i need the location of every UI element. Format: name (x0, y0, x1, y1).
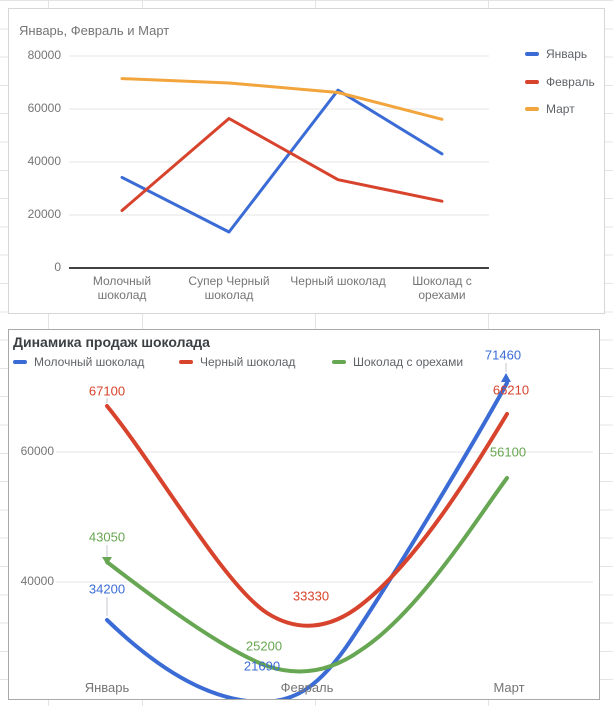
chart1-category-superdark: Супер Черный шоколад (188, 274, 270, 303)
legend-label-march: Март (546, 102, 575, 116)
chart1-category-milk: Молочный шоколад (92, 274, 152, 303)
legend-label-dark: Черный шоколад (200, 355, 296, 369)
legend-swatch-january (525, 52, 539, 56)
datalabel-dark-february: 33330 (292, 588, 330, 604)
datalabel-milk-february: 21690 (243, 658, 281, 674)
series-curve-nuts (105, 476, 509, 674)
legend-item-nuts: Шоколад с орехами (332, 355, 463, 369)
chart2-gridlines (56, 451, 593, 583)
chart1-category-nuts: Шоколад с орехами (412, 274, 472, 303)
datalabel-nuts-january: 43050 (88, 529, 126, 545)
legend-swatch-march (525, 107, 539, 111)
legend-swatch-february (525, 80, 539, 84)
legend-item-february: Февраль (525, 75, 595, 89)
legend-label-february: Февраль (546, 75, 595, 89)
chart2-title: Динамика продаж шоколада (13, 334, 210, 350)
datalabel-dark-january: 67100 (88, 383, 126, 399)
datalabel-dark-march: 66210 (492, 382, 530, 398)
legend-item-milk: Молочный шоколад (13, 355, 144, 369)
chart1-gridlines (69, 55, 489, 216)
series-line-february (120, 117, 444, 212)
legend-item-january: Январь (525, 47, 587, 61)
legend-swatch-milk (13, 360, 27, 364)
datalabel-milk-march: 71460 (484, 347, 522, 363)
chart2-label-leader-lines (106, 363, 507, 616)
chart1-ytick-60000: 60000 (27, 101, 61, 115)
point-arrow-nuts-january (102, 557, 112, 565)
series-curve-milk (105, 381, 509, 699)
legend-swatch-nuts (332, 360, 346, 364)
chart1-plot (69, 55, 489, 269)
chart1-ytick-40000: 40000 (27, 154, 61, 168)
legend-item-march: Март (525, 102, 575, 116)
legend-item-dark: Черный шоколад (179, 355, 295, 369)
chart1-ytick-20000: 20000 (27, 207, 61, 221)
point-arrow-milk-march (501, 373, 511, 382)
datalabel-nuts-february: 25200 (245, 638, 283, 654)
chart-months-by-product[interactable]: Январь, Февраль и Март 80000 60000 40000… (8, 8, 605, 314)
legend-label-milk: Молочный шоколад (34, 355, 145, 369)
chart2-ytick-40000: 40000 (20, 574, 54, 588)
legend-label-nuts: Шоколад с орехами (353, 355, 464, 369)
datalabel-nuts-march: 56100 (489, 444, 527, 460)
series-line-january (120, 88, 444, 234)
chart-sales-dynamics[interactable]: Динамика продаж шоколада Молочный шокола… (8, 329, 600, 700)
chart2-plot (56, 363, 593, 699)
legend-swatch-dark (179, 360, 193, 364)
chart2-xlabel-march: Март (493, 680, 525, 695)
datalabel-milk-january: 34200 (88, 581, 126, 597)
chart2-ytick-60000: 60000 (20, 444, 54, 458)
series-line-march (120, 77, 444, 121)
chart1-category-dark: Черный шоколад (290, 274, 386, 288)
chart2-xlabel-february: Февраль (280, 680, 334, 695)
legend-label-january: Январь (546, 47, 588, 61)
chart2-xlabel-january: Январь (84, 680, 130, 695)
series-curve-dark (105, 404, 509, 628)
chart1-title: Январь, Февраль и Март (19, 23, 170, 38)
chart1-ytick-80000: 80000 (27, 48, 61, 62)
chart1-ytick-0: 0 (54, 260, 61, 274)
